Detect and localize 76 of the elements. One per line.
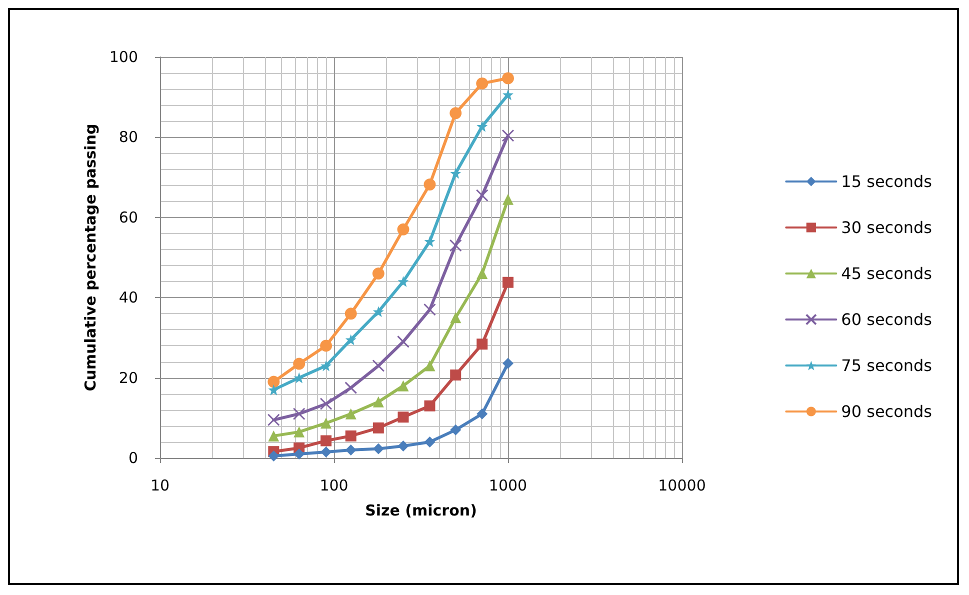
point bbox=[320, 360, 332, 372]
point bbox=[320, 340, 332, 352]
point bbox=[372, 360, 385, 372]
y-tick-label: 80 bbox=[118, 128, 138, 146]
point bbox=[450, 424, 462, 436]
point bbox=[398, 276, 409, 288]
point bbox=[423, 303, 436, 316]
point bbox=[397, 223, 410, 236]
point bbox=[345, 408, 356, 420]
point bbox=[372, 443, 384, 454]
point bbox=[320, 418, 332, 429]
point bbox=[450, 369, 462, 380]
point bbox=[372, 306, 384, 318]
point bbox=[267, 414, 280, 426]
point bbox=[424, 178, 436, 191]
point bbox=[502, 72, 514, 84]
point bbox=[344, 308, 357, 320]
point bbox=[294, 448, 305, 460]
point bbox=[320, 435, 332, 446]
point bbox=[398, 440, 409, 452]
point bbox=[450, 312, 462, 324]
point bbox=[372, 422, 384, 434]
x-tick-label: 10000 bbox=[658, 476, 706, 494]
point bbox=[476, 338, 488, 350]
y-tick-label: 100 bbox=[109, 48, 138, 66]
point bbox=[502, 89, 514, 100]
point bbox=[476, 77, 488, 90]
y-tick-label: 60 bbox=[118, 208, 138, 226]
legend-label: 45 seconds bbox=[841, 264, 932, 283]
point bbox=[502, 194, 514, 205]
legend-label: 15 seconds bbox=[841, 172, 932, 191]
legend-label: 75 seconds bbox=[841, 356, 932, 375]
x-tick-label: 100 bbox=[320, 476, 348, 494]
x-tick-label: 10 bbox=[150, 476, 170, 494]
point bbox=[294, 372, 305, 384]
point bbox=[476, 268, 488, 280]
y-axis-title: Cumulative percentage passing bbox=[82, 124, 100, 392]
y-tick-label: 0 bbox=[128, 449, 138, 467]
point bbox=[476, 189, 488, 202]
point bbox=[344, 382, 358, 394]
point bbox=[268, 430, 280, 442]
point bbox=[268, 384, 280, 396]
point bbox=[502, 276, 514, 288]
legend-label: 90 seconds bbox=[841, 402, 932, 421]
point bbox=[450, 168, 462, 179]
point bbox=[398, 380, 409, 392]
point bbox=[424, 360, 436, 372]
point bbox=[372, 268, 384, 280]
point bbox=[294, 426, 305, 438]
point bbox=[450, 107, 462, 120]
point bbox=[424, 436, 436, 448]
point bbox=[293, 358, 306, 370]
point bbox=[396, 335, 410, 348]
legend-label: 60 seconds bbox=[841, 310, 932, 329]
point bbox=[345, 334, 356, 346]
point bbox=[398, 412, 409, 423]
point bbox=[345, 444, 356, 456]
point bbox=[345, 430, 356, 442]
x-axis-title: Size (micron) bbox=[365, 502, 477, 520]
point bbox=[424, 400, 436, 412]
point bbox=[449, 239, 462, 252]
point bbox=[320, 446, 332, 458]
point bbox=[268, 376, 280, 388]
point bbox=[292, 408, 306, 420]
point bbox=[502, 358, 514, 369]
point bbox=[268, 450, 280, 462]
point bbox=[424, 236, 436, 247]
point bbox=[476, 120, 488, 132]
legend-label: 30 seconds bbox=[841, 218, 932, 237]
point bbox=[476, 408, 488, 420]
point bbox=[320, 398, 332, 410]
x-tick-label: 1000 bbox=[488, 476, 528, 494]
point bbox=[502, 129, 514, 142]
y-tick-label: 20 bbox=[118, 368, 138, 387]
y-tick-label: 40 bbox=[118, 288, 138, 307]
point bbox=[372, 396, 384, 408]
